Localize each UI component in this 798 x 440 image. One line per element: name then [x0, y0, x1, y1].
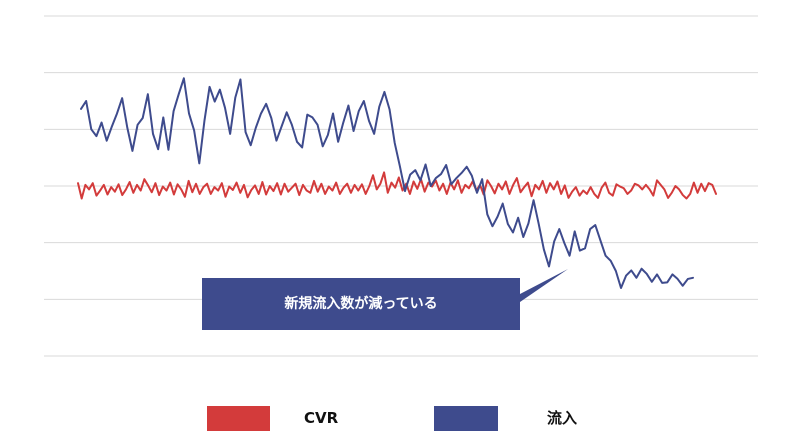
legend-item-inflow: 流入	[434, 406, 577, 431]
legend-swatch-inflow	[434, 406, 498, 431]
legend-label-inflow: 流入	[547, 409, 577, 427]
series-line-inflow	[80, 77, 694, 289]
legend-swatch-cvr	[207, 406, 270, 431]
callout-box	[202, 269, 568, 330]
legend-label-cvr: CVR	[304, 409, 339, 427]
annotation-callout: 新規流入数が減っている	[202, 269, 568, 330]
series-layer	[77, 77, 717, 289]
legend: CVR 流入	[207, 406, 577, 431]
legend-item-cvr: CVR	[207, 406, 339, 431]
callout-text: 新規流入数が減っている	[284, 295, 437, 312]
series-line-cvr	[77, 171, 717, 200]
